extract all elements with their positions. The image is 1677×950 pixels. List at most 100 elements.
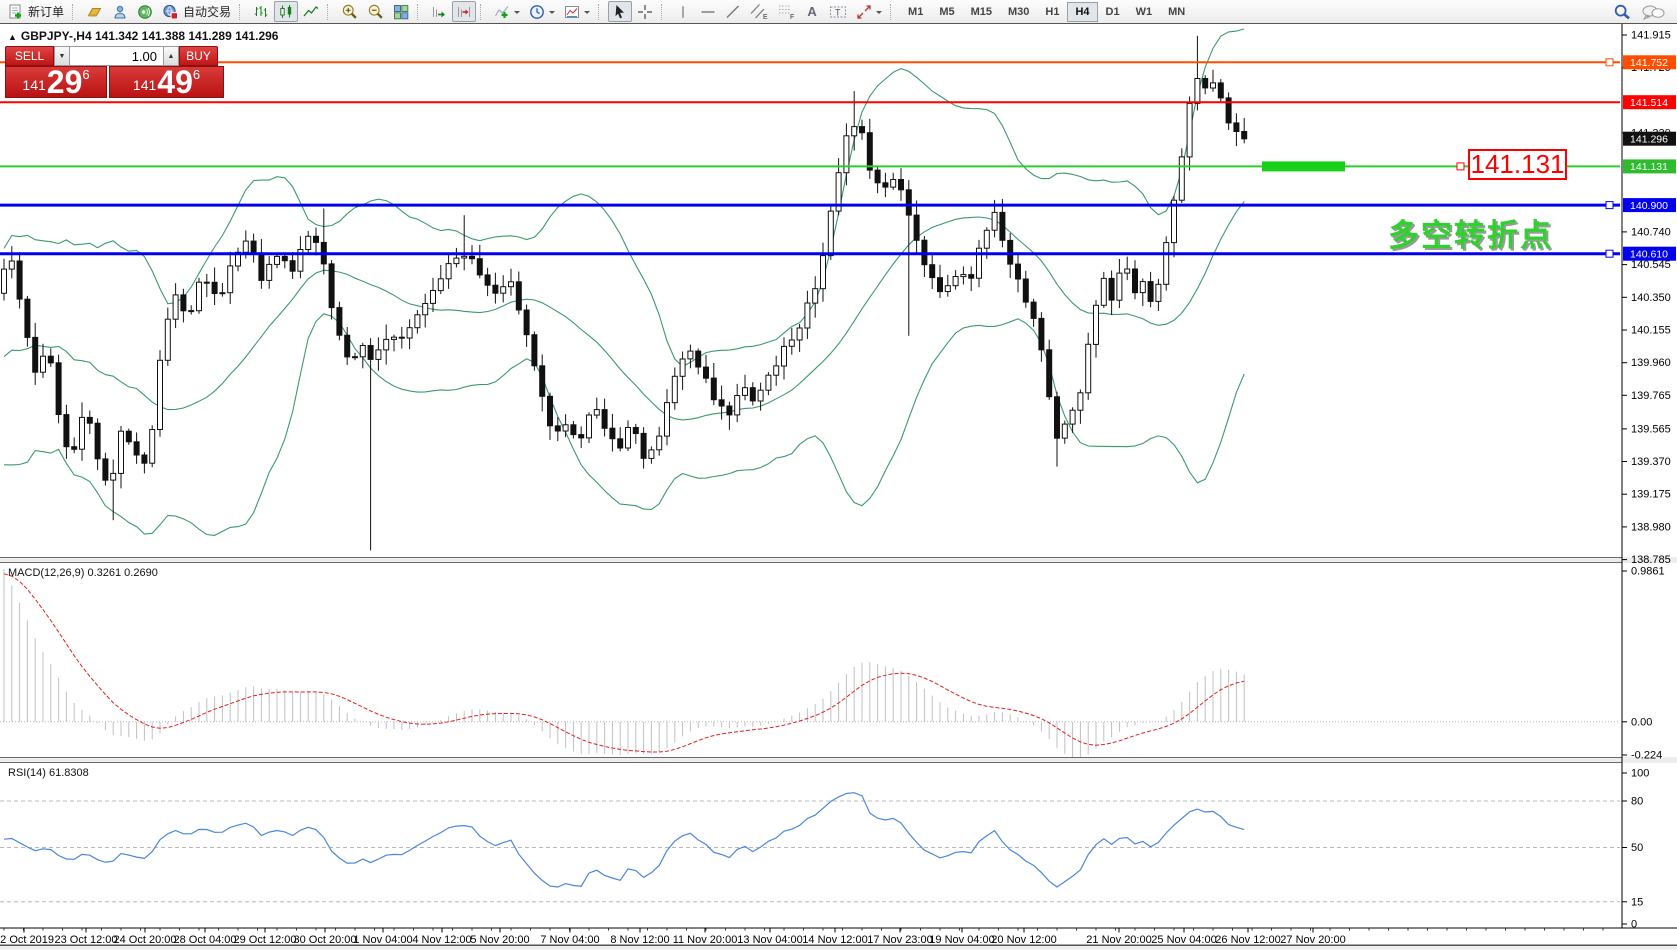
symbol-ohlc-text: GBPJPY-,H4 141.342 141.388 141.289 141.2… [20, 29, 279, 43]
pane-separator[interactable] [0, 757, 1677, 763]
market-watch-button[interactable] [82, 1, 107, 22]
time-label: 27 Nov 20:00 [1280, 934, 1345, 945]
line-anchor-marker[interactable] [1605, 58, 1614, 67]
arrows-icon [857, 4, 871, 19]
time-label: 8 Nov 12:00 [610, 934, 669, 945]
timeframe-m30[interactable]: M30 [1000, 2, 1037, 22]
timeframe-mn[interactable]: MN [1160, 2, 1193, 22]
text-label-tool-button[interactable]: T [825, 1, 851, 22]
templates-button[interactable] [560, 1, 594, 22]
macd-tick-label: 0.9861 [1631, 566, 1665, 578]
price-tick-label: 140.350 [1631, 292, 1671, 304]
equidistant-channel-tool-button[interactable]: E [746, 1, 772, 22]
time-label: 25 Nov 04:00 [1151, 934, 1216, 945]
bar-chart-button[interactable] [249, 1, 273, 22]
line-chart-button[interactable] [299, 1, 323, 22]
text-tool-button[interactable]: A [800, 1, 824, 22]
timeframe-h4[interactable]: H4 [1067, 1, 1098, 22]
svg-text:F: F [790, 14, 794, 20]
line-chart-icon [303, 5, 319, 16]
timeframe-m5[interactable]: M5 [931, 2, 962, 22]
chat-icon[interactable] [1641, 3, 1665, 21]
collapse-icon[interactable]: ▲ [8, 32, 17, 42]
rsi-tick-label: 50 [1631, 842, 1643, 854]
sell-price[interactable]: 141 29 6 [5, 66, 107, 98]
line-anchor-marker[interactable] [1605, 201, 1614, 210]
arrows-tool-button[interactable] [852, 1, 886, 22]
timeframe-m15[interactable]: M15 [963, 2, 1000, 22]
highlight-bar[interactable] [1262, 161, 1345, 172]
price-tick-label: 138.980 [1631, 521, 1671, 533]
toolbar-right [1613, 3, 1673, 21]
buy-price[interactable]: 141 49 6 [109, 66, 224, 98]
rsi-indicator-label: RSI(14) 61.8308 [8, 767, 89, 779]
navigator-icon [114, 5, 126, 18]
price-level-label[interactable]: 141.131 [1468, 149, 1567, 180]
indicators-button[interactable] [490, 1, 524, 22]
candlestick-chart-button[interactable] [274, 1, 299, 22]
zoom-out-button[interactable] [363, 1, 388, 22]
tile-windows-icon [394, 4, 409, 19]
vertical-line-tool-button[interactable] [671, 1, 695, 22]
svg-text:140.900: 140.900 [1630, 200, 1668, 212]
fibonacci-tool-button[interactable]: F [773, 1, 799, 22]
volume-decrease-button[interactable]: ▼ [54, 46, 70, 66]
label-anchor-marker[interactable] [1456, 162, 1465, 171]
horizontal-line-icon [701, 10, 715, 13]
autotrading-button[interactable]: 自动交易 [158, 1, 235, 22]
volume-increase-button[interactable]: ▲ [163, 46, 179, 66]
periods-button[interactable] [525, 1, 559, 22]
bar-chart-icon [254, 5, 268, 17]
dropdown-caret [584, 10, 591, 17]
axis-price-badge: 141.296 [1623, 131, 1676, 146]
dropdown-caret [876, 10, 883, 17]
toolbar-separator [327, 3, 332, 20]
time-label: 20 Nov 12:00 [991, 934, 1056, 945]
autotrading-icon [163, 4, 179, 20]
buy-button[interactable]: BUY [179, 46, 218, 66]
toolbar-separator [417, 3, 422, 20]
line-anchor-marker[interactable] [1605, 249, 1614, 258]
volume-input[interactable] [70, 46, 163, 66]
search-icon[interactable] [1613, 3, 1631, 21]
timeframe-h1[interactable]: H1 [1037, 2, 1067, 22]
time-label: 5 Nov 20:00 [470, 934, 529, 945]
crosshair-icon [638, 4, 653, 19]
timeframe-d1[interactable]: D1 [1098, 2, 1128, 22]
time-label: 26 Nov 12:00 [1215, 934, 1280, 945]
text-label-icon: T [830, 6, 847, 17]
zoom-in-button[interactable] [337, 1, 362, 22]
clock-icon [530, 4, 544, 19]
timeframe-w1[interactable]: W1 [1128, 2, 1161, 22]
pane-separator[interactable] [0, 557, 1677, 563]
new-order-button[interactable]: 新订单 [4, 1, 68, 22]
axis-price-badge: 141.131 [1623, 159, 1676, 174]
svg-text:141.131: 141.131 [1630, 161, 1668, 173]
text-tool-icon: A [807, 4, 817, 19]
svg-text:E: E [763, 14, 768, 20]
crosshair-tool-button[interactable] [633, 1, 657, 22]
time-label: 21 Nov 20:00 [1086, 934, 1151, 945]
cursor-tool-button[interactable] [608, 1, 633, 22]
navigator-button[interactable] [108, 1, 132, 22]
horizontal-line-tool-button[interactable] [696, 1, 720, 22]
axis-price-badge: 140.610 [1623, 246, 1676, 261]
chinese-annotation[interactable]: 多空转折点 [1388, 218, 1553, 253]
sell-button[interactable]: SELL [5, 46, 54, 66]
price-tick-label: 138.785 [1631, 554, 1671, 566]
svg-text:140.610: 140.610 [1630, 249, 1668, 261]
timeframe-m1[interactable]: M1 [900, 2, 931, 22]
chart-canvas[interactable]: 141.915141.720141.330140.740140.545140.3… [0, 24, 1677, 945]
rsi-pane [0, 792, 1620, 903]
price-tick-label: 139.175 [1631, 489, 1671, 501]
vertical-line-icon [682, 5, 684, 18]
dropdown-caret [549, 10, 556, 17]
trendline-tool-button[interactable] [721, 1, 745, 22]
autotrading-label: 自动交易 [183, 5, 232, 19]
sound-alerts-button[interactable] [133, 1, 157, 22]
tile-windows-button[interactable] [389, 1, 413, 22]
autoscroll-button[interactable] [427, 1, 451, 22]
chart-shift-button[interactable] [452, 1, 477, 22]
toolbar-separator [598, 3, 603, 20]
svg-text:T: T [835, 7, 841, 17]
